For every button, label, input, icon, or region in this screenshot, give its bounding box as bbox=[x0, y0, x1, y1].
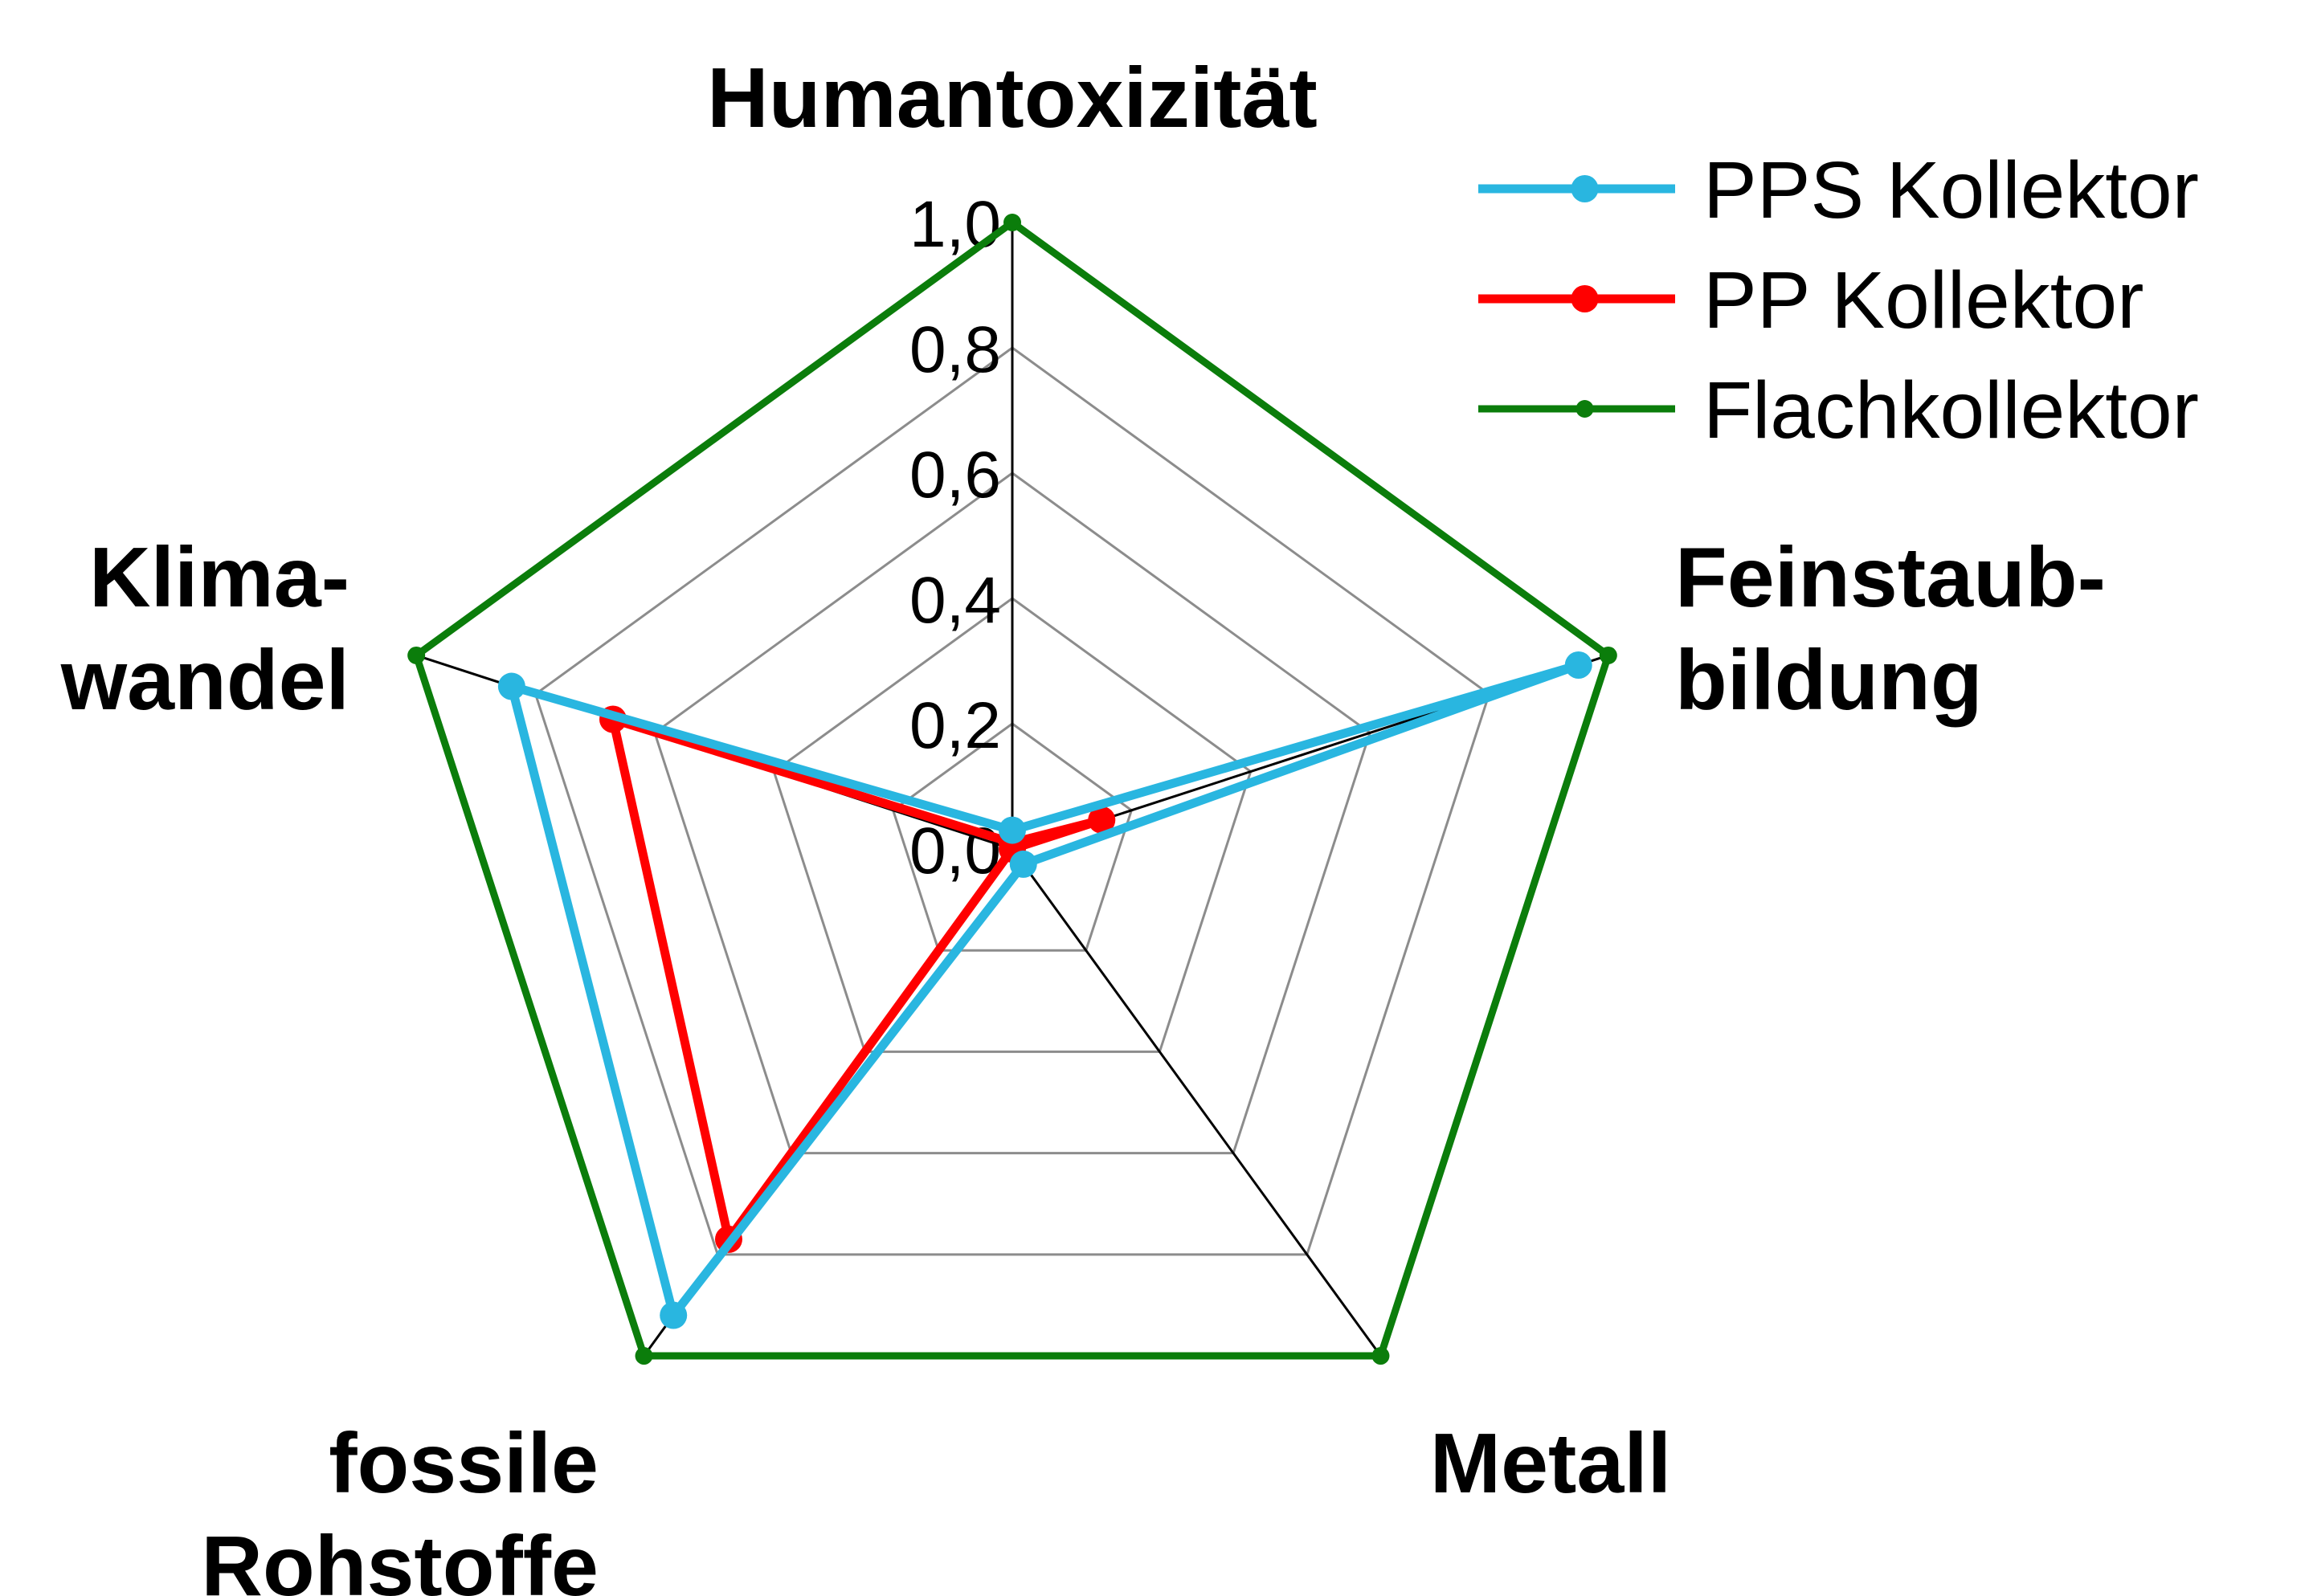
series-line bbox=[608, 715, 1106, 1244]
series-point bbox=[660, 1301, 688, 1329]
grid-ring bbox=[653, 471, 1371, 1155]
series-point bbox=[497, 672, 525, 700]
tick-label: 0,2 bbox=[909, 689, 1001, 762]
grid-ring bbox=[772, 597, 1253, 1053]
axis-labels: Humantoxizität Feinstaub-bildung Metall fos… bbox=[60, 51, 2106, 1596]
series-point bbox=[999, 816, 1026, 844]
tick-label: 0,8 bbox=[909, 313, 1001, 386]
tick-label: 0,4 bbox=[909, 564, 1001, 637]
series-point bbox=[635, 1347, 653, 1365]
tick-label: 0,6 bbox=[909, 439, 1001, 512]
axes bbox=[415, 222, 1609, 1357]
legend-marker bbox=[1575, 400, 1594, 418]
series-line bbox=[412, 218, 1612, 1360]
legend-label: PP Kollektor bbox=[1703, 255, 2144, 345]
axis-label: Feinstaub-bildung bbox=[1675, 530, 2106, 728]
grid bbox=[533, 346, 1491, 1256]
axis-label: Klima-wandel bbox=[60, 530, 349, 728]
legend-label: PPS Kollektor bbox=[1703, 145, 2199, 235]
series-point bbox=[1599, 646, 1617, 664]
series-point bbox=[407, 646, 426, 664]
legend-marker bbox=[1571, 285, 1599, 312]
series-point bbox=[1003, 214, 1021, 231]
axis-spoke bbox=[1011, 848, 1382, 1357]
series-point bbox=[1088, 806, 1116, 834]
legend-marker bbox=[1571, 175, 1599, 202]
grid-ring bbox=[533, 346, 1491, 1256]
series-line bbox=[507, 660, 1584, 1320]
grid-ring bbox=[891, 722, 1134, 952]
tick-label: 1,0 bbox=[909, 188, 1001, 261]
series-point bbox=[1371, 1347, 1390, 1365]
series-point bbox=[1009, 850, 1037, 878]
legend-label: Flachkollektor bbox=[1703, 365, 2199, 455]
axis-label: Humantoxizität bbox=[707, 51, 1318, 145]
series bbox=[407, 214, 1617, 1365]
axis-label: fossile Rohstoffe bbox=[201, 1416, 599, 1596]
axis-label: Metall bbox=[1430, 1416, 1671, 1511]
legend: PPS Kollektor PP Kollektor Flachkollektor bbox=[1478, 145, 2199, 455]
series-point bbox=[1564, 651, 1592, 680]
